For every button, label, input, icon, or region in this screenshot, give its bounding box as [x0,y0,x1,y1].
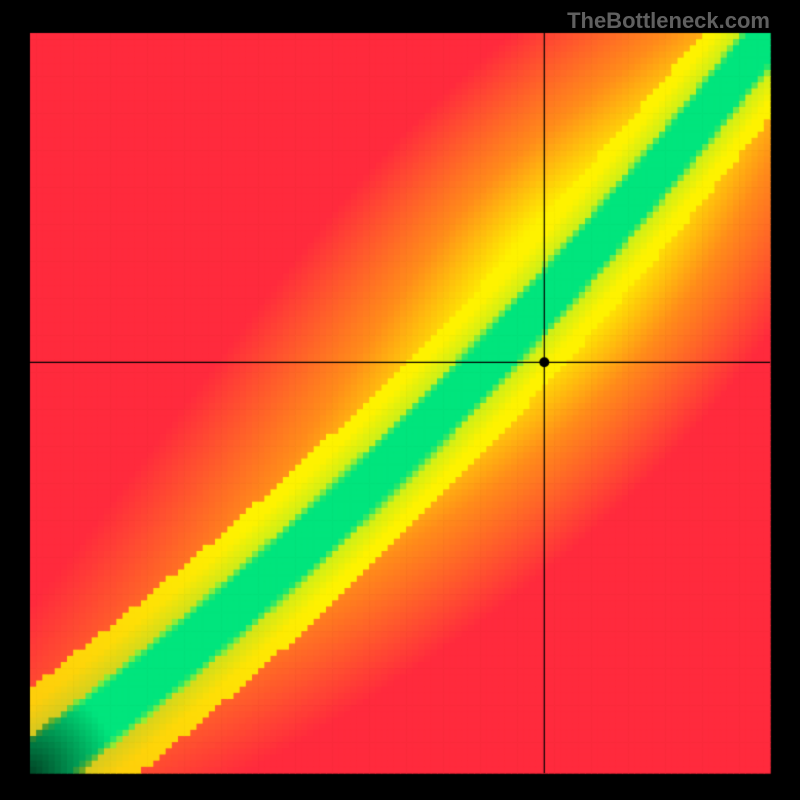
watermark-text: TheBottleneck.com [567,8,770,34]
chart-container: TheBottleneck.com [0,0,800,800]
bottleneck-heatmap [0,0,800,800]
